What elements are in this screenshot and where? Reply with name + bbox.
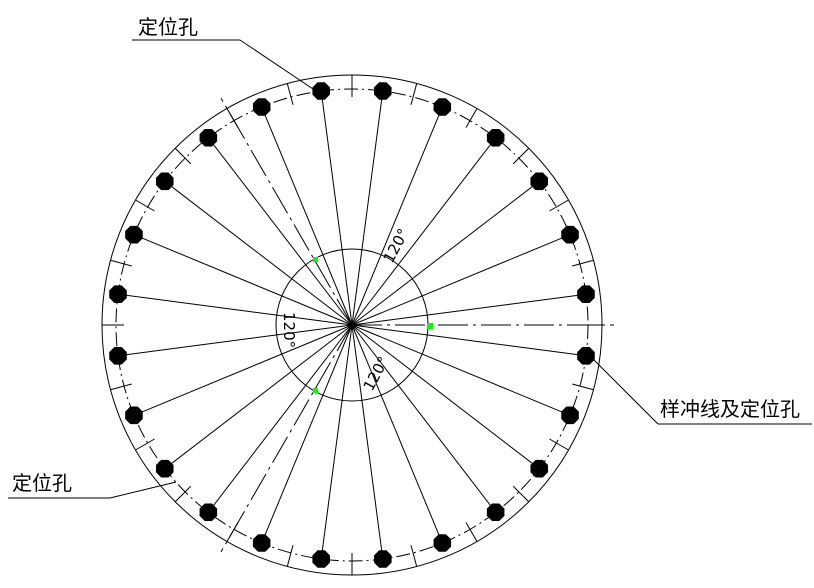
radial-line bbox=[207, 324, 353, 513]
bolt-hole bbox=[199, 503, 218, 522]
radial-line bbox=[351, 324, 587, 357]
bolt-hole bbox=[199, 128, 218, 147]
bolt-hole bbox=[155, 172, 174, 191]
radial-line bbox=[351, 324, 384, 560]
division-tick bbox=[410, 83, 418, 105]
division-tick bbox=[174, 147, 192, 165]
green-markers bbox=[313, 257, 433, 393]
division-tick bbox=[110, 383, 132, 391]
punch-centerlines bbox=[220, 97, 614, 553]
punch-centerline bbox=[220, 324, 353, 553]
division-tick bbox=[549, 438, 569, 451]
radial-line bbox=[351, 324, 571, 416]
division-tick bbox=[286, 83, 294, 105]
radial-line bbox=[133, 234, 353, 326]
bolt-hole bbox=[374, 550, 392, 568]
radial-line bbox=[351, 180, 540, 326]
radial-line bbox=[351, 293, 587, 326]
radial-line bbox=[351, 324, 540, 470]
green-marker bbox=[313, 257, 318, 262]
radial-line bbox=[261, 106, 353, 326]
radial-line bbox=[117, 324, 353, 357]
radial-line bbox=[351, 324, 497, 513]
bolt-hole bbox=[433, 98, 452, 116]
division-tick bbox=[549, 199, 569, 212]
radial-line bbox=[351, 106, 443, 326]
leader-bottom-left: 定位孔 bbox=[8, 471, 177, 499]
division-tick bbox=[135, 199, 155, 212]
radial-line bbox=[207, 137, 353, 326]
division-tick bbox=[465, 108, 478, 128]
bolt-hole bbox=[252, 534, 271, 552]
bolt-hole bbox=[530, 459, 549, 478]
bolt-hole bbox=[486, 128, 505, 147]
green-marker bbox=[427, 323, 433, 329]
radial-line bbox=[261, 324, 353, 544]
radial-line bbox=[133, 324, 353, 416]
radial-line bbox=[164, 324, 353, 470]
green-marker bbox=[313, 388, 318, 393]
punch-centerline bbox=[220, 97, 353, 326]
bolt-hole bbox=[374, 82, 392, 100]
leader-right: 样冲线及定位孔 bbox=[593, 359, 812, 425]
bolt-hole bbox=[109, 347, 127, 365]
leader-top-left: 定位孔 bbox=[132, 15, 317, 92]
division-tick bbox=[512, 147, 530, 165]
angle-dimension-left: 120° bbox=[280, 312, 298, 348]
radial-lines bbox=[102, 75, 602, 575]
radial-line bbox=[320, 324, 353, 560]
bolt-hole bbox=[125, 406, 143, 425]
radial-line bbox=[117, 293, 353, 326]
division-tick bbox=[286, 545, 294, 567]
bolt-hole bbox=[530, 172, 549, 191]
bolt-hole bbox=[577, 285, 595, 303]
bolt-hole bbox=[252, 98, 271, 116]
division-tick bbox=[174, 485, 192, 503]
radial-line bbox=[351, 234, 571, 326]
bolt-hole bbox=[155, 459, 174, 478]
label-punch-line-and-hole: 样冲线及定位孔 bbox=[660, 397, 800, 421]
label-locating-hole-top: 定位孔 bbox=[138, 15, 198, 39]
bolt-hole bbox=[109, 285, 127, 303]
radial-line bbox=[351, 324, 443, 544]
bolt-hole bbox=[312, 550, 330, 568]
division-tick bbox=[512, 485, 530, 503]
bolt-hole bbox=[577, 347, 595, 365]
radial-line bbox=[351, 137, 497, 326]
bolt-hole bbox=[125, 225, 143, 244]
division-tick bbox=[572, 259, 594, 267]
radial-line bbox=[320, 90, 353, 326]
radial-line bbox=[164, 180, 353, 326]
bolt-hole bbox=[561, 406, 579, 425]
bolt-hole bbox=[561, 225, 579, 244]
bolt-holes bbox=[109, 82, 595, 568]
division-tick bbox=[572, 383, 594, 391]
division-tick bbox=[110, 259, 132, 267]
radial-line bbox=[351, 90, 384, 326]
bolt-hole bbox=[486, 503, 505, 522]
label-locating-hole-bottom: 定位孔 bbox=[12, 471, 72, 495]
division-tick bbox=[410, 545, 418, 567]
division-tick bbox=[465, 522, 478, 542]
bolt-hole bbox=[312, 82, 330, 100]
division-tick bbox=[135, 438, 155, 451]
angle-dimension-lower: 120° bbox=[360, 354, 393, 394]
bolt-hole bbox=[433, 534, 452, 552]
